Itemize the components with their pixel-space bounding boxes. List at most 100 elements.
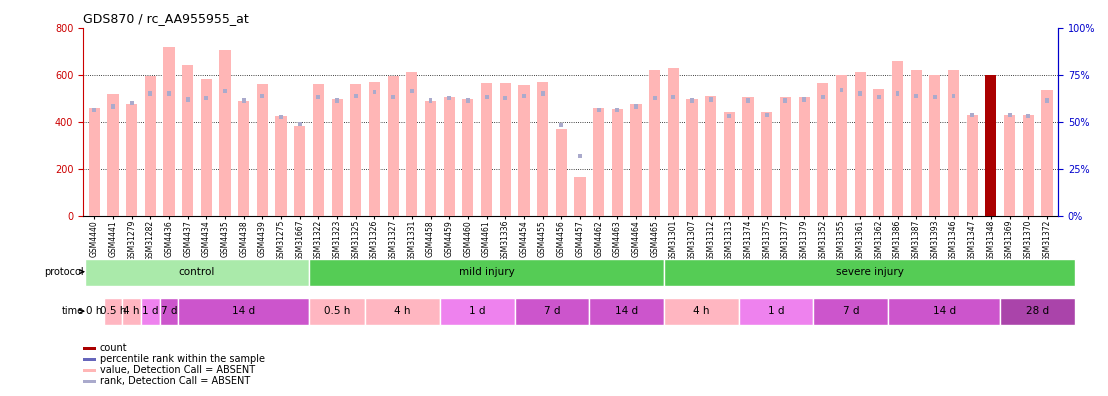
Bar bbox=[1007, 112, 1012, 117]
Bar bbox=[746, 99, 750, 103]
Bar bbox=[780, 97, 791, 216]
Text: 0.5 h: 0.5 h bbox=[324, 306, 350, 316]
Bar bbox=[448, 96, 451, 100]
Bar bbox=[664, 299, 739, 325]
Bar bbox=[312, 84, 324, 216]
Bar bbox=[122, 299, 141, 325]
Bar bbox=[948, 70, 960, 216]
Text: 7 d: 7 d bbox=[842, 306, 859, 316]
Bar bbox=[388, 76, 399, 216]
Bar bbox=[574, 177, 585, 216]
Bar bbox=[350, 84, 361, 216]
Bar bbox=[876, 95, 881, 99]
Bar bbox=[141, 299, 160, 325]
Text: 7 d: 7 d bbox=[544, 306, 561, 316]
Bar bbox=[671, 95, 675, 99]
Bar bbox=[933, 95, 937, 99]
Bar bbox=[859, 91, 862, 96]
Text: 14 d: 14 d bbox=[233, 306, 255, 316]
Bar bbox=[353, 94, 358, 98]
Bar bbox=[873, 89, 884, 216]
Bar bbox=[821, 95, 824, 99]
Bar bbox=[514, 299, 589, 325]
Bar bbox=[92, 108, 96, 112]
Bar bbox=[298, 122, 301, 126]
Bar bbox=[522, 94, 526, 98]
Bar bbox=[503, 96, 507, 100]
Bar bbox=[182, 65, 193, 216]
Bar bbox=[238, 101, 249, 216]
Bar bbox=[1001, 299, 1075, 325]
Text: protocol: protocol bbox=[44, 267, 84, 277]
Bar bbox=[366, 299, 440, 325]
Bar bbox=[372, 90, 377, 95]
Bar bbox=[541, 91, 544, 96]
Bar bbox=[500, 83, 511, 216]
Text: 4 h: 4 h bbox=[694, 306, 709, 316]
Bar bbox=[294, 126, 306, 216]
Bar bbox=[1026, 114, 1030, 118]
Bar bbox=[597, 108, 601, 112]
Bar bbox=[742, 97, 753, 216]
Bar bbox=[892, 61, 903, 216]
Bar bbox=[556, 129, 567, 216]
Text: GDS870 / rc_AA955955_at: GDS870 / rc_AA955955_at bbox=[83, 12, 249, 25]
Bar bbox=[930, 75, 941, 216]
Bar bbox=[85, 299, 104, 325]
Bar bbox=[593, 108, 604, 216]
Text: percentile rank within the sample: percentile rank within the sample bbox=[100, 354, 265, 364]
Bar bbox=[429, 99, 432, 103]
Bar bbox=[818, 83, 829, 216]
Bar bbox=[690, 99, 694, 103]
Text: 14 d: 14 d bbox=[615, 306, 638, 316]
Bar bbox=[615, 108, 619, 112]
Bar bbox=[163, 46, 175, 216]
Text: time: time bbox=[62, 306, 84, 316]
Bar bbox=[309, 299, 366, 325]
Bar bbox=[178, 299, 309, 325]
Bar bbox=[739, 299, 813, 325]
Bar bbox=[242, 99, 246, 103]
Bar bbox=[369, 82, 380, 216]
Bar bbox=[966, 115, 978, 216]
Text: 0.5 h: 0.5 h bbox=[100, 306, 126, 316]
Text: count: count bbox=[100, 343, 127, 353]
Bar bbox=[85, 259, 309, 286]
Bar bbox=[971, 112, 974, 117]
Bar bbox=[840, 88, 843, 92]
Bar bbox=[126, 104, 137, 216]
Bar bbox=[309, 259, 664, 286]
Bar bbox=[668, 68, 679, 216]
Bar bbox=[799, 97, 810, 216]
Bar bbox=[443, 97, 454, 216]
Bar bbox=[276, 116, 287, 216]
Bar bbox=[104, 299, 122, 325]
Bar bbox=[186, 97, 189, 101]
Bar bbox=[709, 97, 712, 101]
Bar bbox=[462, 99, 473, 216]
Bar bbox=[167, 91, 171, 96]
Bar bbox=[160, 299, 178, 325]
Bar bbox=[148, 91, 152, 96]
Bar bbox=[578, 154, 582, 158]
Bar bbox=[854, 72, 865, 216]
Bar bbox=[223, 89, 227, 93]
Bar bbox=[653, 96, 657, 100]
Bar bbox=[1042, 90, 1053, 216]
Bar bbox=[257, 84, 268, 216]
Bar bbox=[130, 101, 134, 105]
Bar bbox=[914, 94, 919, 98]
Text: 1 d: 1 d bbox=[142, 306, 158, 316]
Bar bbox=[1045, 99, 1049, 103]
Bar bbox=[201, 80, 212, 216]
Text: 14 d: 14 d bbox=[933, 306, 956, 316]
Bar bbox=[985, 75, 996, 216]
Bar bbox=[407, 72, 418, 216]
Bar bbox=[589, 299, 664, 325]
Bar bbox=[111, 105, 115, 109]
Bar bbox=[260, 94, 265, 98]
Bar bbox=[391, 95, 396, 99]
Bar bbox=[649, 70, 660, 216]
Bar bbox=[1023, 115, 1034, 216]
Bar bbox=[279, 115, 283, 119]
